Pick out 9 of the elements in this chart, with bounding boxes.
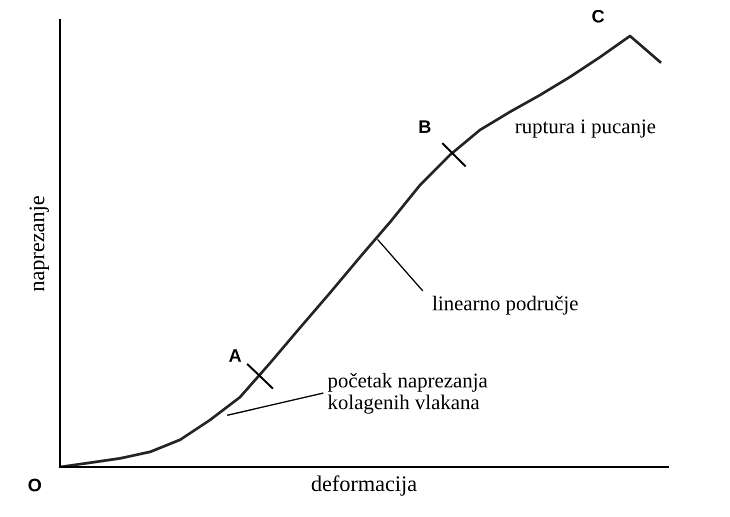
y-axis-title: naprezanje — [29, 196, 49, 292]
annotation: A — [229, 349, 242, 362]
x-axis-title: deformacija — [312, 475, 417, 496]
annotation: ruptura i pucanje — [515, 119, 656, 138]
text: C — [592, 10, 604, 23]
annotation: početak naprezanja kolagenih vlakana — [328, 372, 488, 414]
annotation: linearno područje — [432, 296, 578, 315]
text: O — [28, 478, 41, 492]
annotation: B — [419, 120, 430, 133]
